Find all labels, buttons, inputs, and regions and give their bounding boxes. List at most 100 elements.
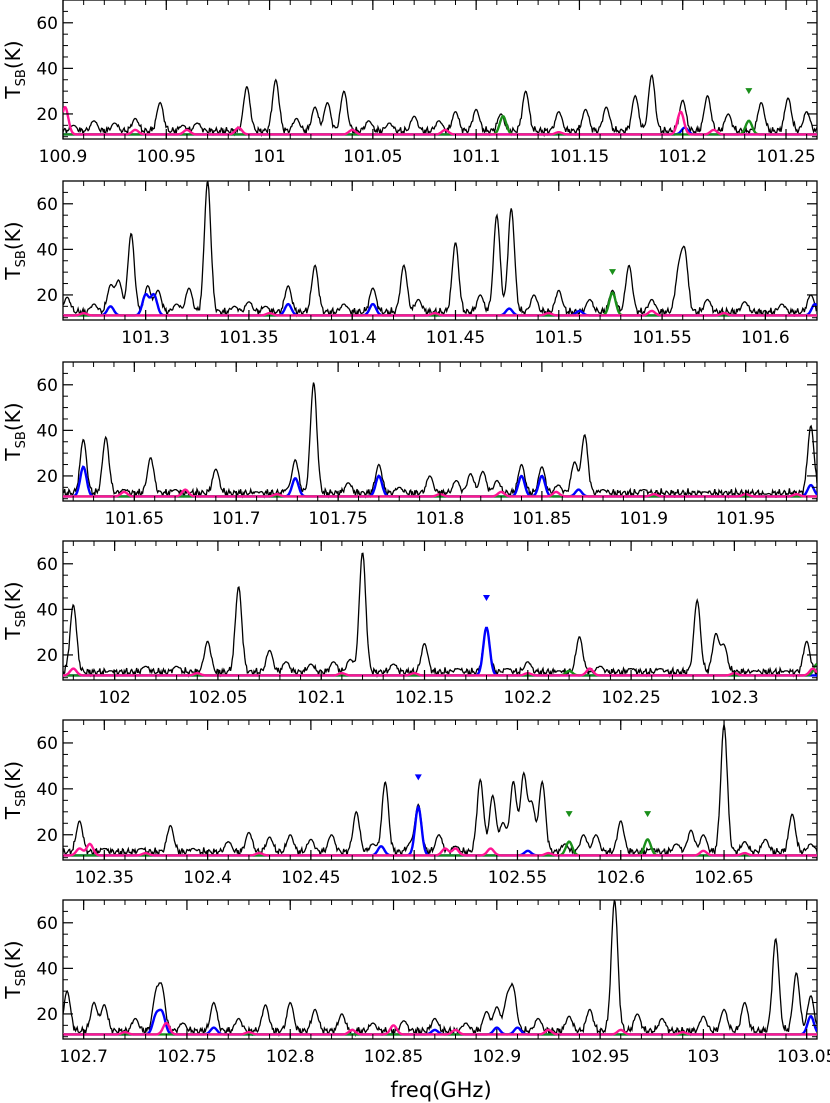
x-tick-label: 102.3	[710, 688, 759, 708]
y-tick-label: 40	[36, 600, 58, 620]
pink-model-line	[63, 309, 817, 317]
x-tick-label: 102.1	[297, 688, 346, 708]
x-tick-label: 101.15	[550, 147, 609, 167]
y-axis-title: TSB(K)	[1, 761, 29, 820]
x-tick-label: 100.9	[39, 147, 88, 167]
x-tick-label: 101.3	[121, 328, 170, 348]
y-axis-title: TSB(K)	[1, 581, 29, 640]
spectrum-panel-1: 100.9 100.95 101 101.05 101.1 101.15 101.2 101.…	[1, 0, 818, 167]
y-tick-label: 20	[36, 826, 58, 846]
x-tick-label: 102.55	[488, 868, 547, 888]
x-tick-label: 101.65	[105, 509, 164, 529]
y-tick-label: 60	[36, 376, 58, 396]
y-tick-label: 20	[36, 105, 58, 125]
pink-model-line	[63, 106, 817, 136]
plot-frame	[62, 0, 818, 140]
y-axis-title: TSB(K)	[1, 940, 29, 999]
x-tick-label: 102.9	[472, 1047, 521, 1067]
y-tick-label: 40	[36, 59, 58, 79]
x-tick-label: 102.5	[390, 868, 439, 888]
spectrum-panel-5: 102.35 102.4 102.45 102.5 102.55 102.6 102.65 2…	[1, 719, 818, 888]
plot-frame	[62, 180, 818, 321]
spectrum-panel-6: 102.7 102.75 102.8 102.85 102.9 102.95 103 103.…	[1, 899, 830, 1067]
pink-model-line	[63, 842, 817, 857]
line-marker	[565, 811, 573, 818]
x-tick-label: 101.45	[426, 328, 485, 348]
y-axis-title: TSB(K)	[1, 402, 29, 461]
pink-model-line	[63, 1021, 817, 1036]
plot-frame	[62, 540, 818, 681]
y-tick-label: 20	[36, 467, 58, 487]
line-marker	[482, 594, 490, 601]
y-tick-label: 40	[36, 780, 58, 800]
x-tick-label: 101.7	[212, 509, 261, 529]
y-tick-label: 20	[36, 286, 58, 306]
x-tick-label: 101.8	[416, 509, 465, 529]
line-marker	[644, 811, 652, 818]
y-tick-label: 60	[36, 14, 58, 34]
x-tick-label: 102.65	[694, 868, 753, 888]
x-tick-label: 102.8	[266, 1047, 315, 1067]
x-tick-label: 103.05	[777, 1047, 830, 1067]
plot-frame	[62, 361, 818, 502]
observed-spectrum-line	[63, 724, 817, 857]
x-tick-label: 102.95	[570, 1047, 629, 1067]
x-tick-label: 101.95	[716, 509, 775, 529]
line-marker	[745, 88, 753, 95]
x-tick-label: 102.2	[503, 688, 552, 708]
observed-spectrum-line	[63, 181, 817, 318]
x-tick-label: 101.4	[328, 328, 377, 348]
x-tick-label: 101.75	[308, 509, 367, 529]
x-tick-label: 101.5	[534, 328, 583, 348]
x-tick-label: 101.2	[658, 147, 707, 167]
blue-model-line	[63, 804, 817, 857]
observed-spectrum-line	[63, 74, 817, 138]
spectrum-panel-3: 101.65 101.7 101.75 101.8 101.85 101.9 101.95 2…	[1, 361, 818, 529]
y-axis-title: TSB(K)	[1, 221, 29, 280]
x-tick-label: 100.95	[137, 147, 196, 167]
x-tick-label: 102.85	[364, 1047, 423, 1067]
x-tick-label: 102.6	[596, 868, 645, 888]
y-tick-label: 40	[36, 240, 58, 260]
plot-frame	[62, 899, 818, 1040]
y-tick-label: 60	[36, 914, 58, 934]
observed-spectrum-line	[63, 382, 817, 500]
x-tick-label: 101.25	[756, 147, 815, 167]
spectrum-panel-2: 101.3 101.35 101.4 101.45 101.5 101.55 101.6 20…	[1, 180, 818, 348]
y-tick-label: 60	[36, 555, 58, 575]
x-tick-label: 102.05	[188, 688, 247, 708]
x-tick-label: 101.1	[452, 147, 501, 167]
x-tick-label: 102.35	[75, 868, 134, 888]
blue-model-line	[63, 626, 817, 677]
x-tick-label: 101.9	[619, 509, 668, 529]
x-tick-label: 101.35	[219, 328, 278, 348]
line-marker	[608, 269, 616, 276]
x-axis-title: freq(GHz)	[390, 1078, 491, 1102]
plot-frame	[62, 719, 818, 861]
x-tick-label: 101.05	[343, 147, 402, 167]
x-tick-label: 102.15	[395, 688, 454, 708]
y-tick-label: 60	[36, 195, 58, 215]
x-tick-label: 101.55	[632, 328, 691, 348]
x-tick-label: 102.25	[601, 688, 660, 708]
y-tick-label: 20	[36, 1005, 58, 1025]
observed-spectrum-line	[63, 900, 817, 1038]
line-marker	[414, 774, 422, 781]
spectrum-panel-4: 102 102.05 102.1 102.15 102.2 102.25 102.3 20 40…	[1, 540, 818, 708]
panels-group: 100.9 100.95 101 101.05 101.1 101.15 101.2 101.…	[1, 0, 830, 1067]
x-tick-label: 101.6	[741, 328, 790, 348]
y-tick-label: 20	[36, 646, 58, 666]
x-tick-label: 102.45	[281, 868, 340, 888]
observed-spectrum-line	[63, 552, 817, 678]
x-tick-label: 101.85	[512, 509, 571, 529]
x-tick-label: 102.7	[59, 1047, 108, 1067]
y-tick-label: 40	[36, 959, 58, 979]
x-tick-label: 102.4	[183, 868, 232, 888]
y-axis-title: TSB(K)	[1, 40, 29, 99]
pink-model-line	[63, 667, 817, 677]
x-tick-label: 103	[687, 1047, 719, 1067]
x-tick-label: 102	[98, 688, 130, 708]
x-tick-label: 102.75	[157, 1047, 216, 1067]
y-tick-label: 40	[36, 421, 58, 441]
